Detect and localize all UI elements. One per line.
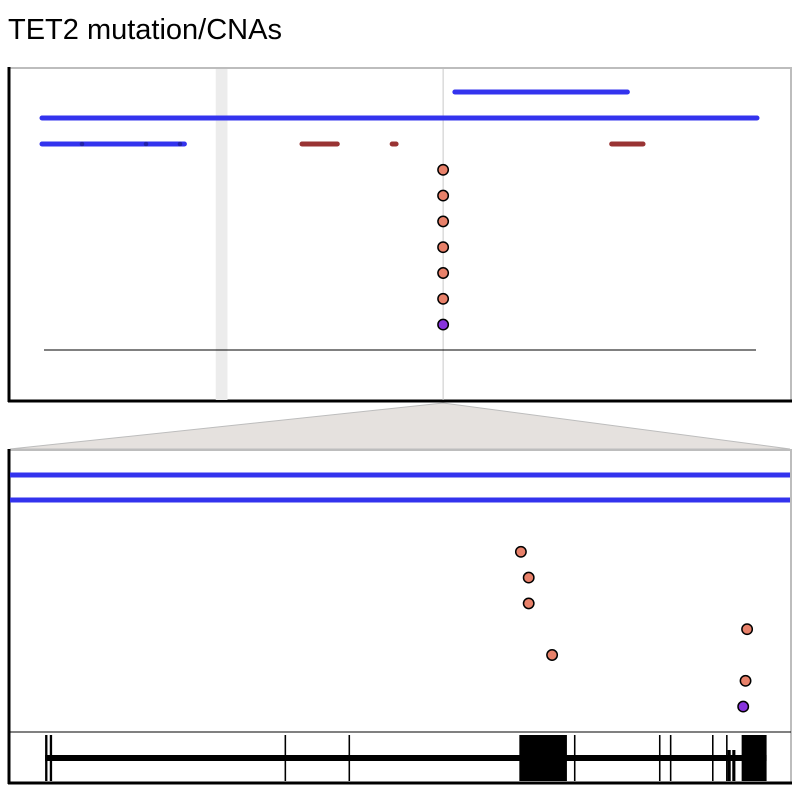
overview-highlight-region — [215, 69, 228, 400]
plot-title: TET2 mutation/CNAs — [8, 14, 282, 46]
gene-exon — [669, 735, 672, 781]
zoom-mutations — [514, 545, 754, 713]
overview-panel — [7, 67, 792, 403]
mutation-point — [522, 597, 535, 610]
gene-exon — [284, 735, 287, 781]
mutation-point — [514, 545, 527, 558]
mutation-point — [437, 215, 450, 228]
zoom-connector — [9, 402, 791, 450]
gene-exon — [658, 735, 661, 781]
gene-exon-short — [732, 750, 736, 781]
mutation-point — [739, 674, 752, 687]
cna-segment-joint — [143, 141, 149, 147]
gene-exon — [348, 735, 351, 781]
gene-exon — [726, 735, 728, 781]
mutation-point — [437, 318, 450, 331]
gene-exon — [519, 735, 567, 781]
mutation-point — [737, 700, 750, 713]
gene-exon-short — [727, 750, 731, 781]
gene-model — [45, 735, 767, 781]
gene-exon — [45, 735, 48, 781]
highlight-band — [215, 69, 228, 400]
gene-intron-line — [45, 755, 767, 761]
gene-exon — [712, 735, 714, 781]
gene-exon — [49, 735, 53, 781]
mutation-point — [546, 649, 559, 661]
cna-segment-joint — [177, 141, 183, 147]
mutation-point — [522, 571, 535, 584]
mutation-point — [437, 163, 450, 176]
mutation-point — [741, 623, 754, 636]
mutation-point — [437, 241, 450, 254]
mutation-point — [437, 267, 450, 279]
zoom-panel — [7, 449, 792, 785]
gene-exon — [573, 735, 576, 781]
zoom-cna-tracks — [10, 472, 790, 503]
cna-segment-joint — [79, 141, 85, 147]
overview-cna-tracks — [39, 89, 760, 147]
mutation-point — [437, 292, 450, 305]
overview-frame — [8, 67, 792, 402]
overview-mutations — [437, 163, 450, 331]
gene-exon — [741, 735, 767, 781]
mutation-point — [437, 189, 450, 202]
